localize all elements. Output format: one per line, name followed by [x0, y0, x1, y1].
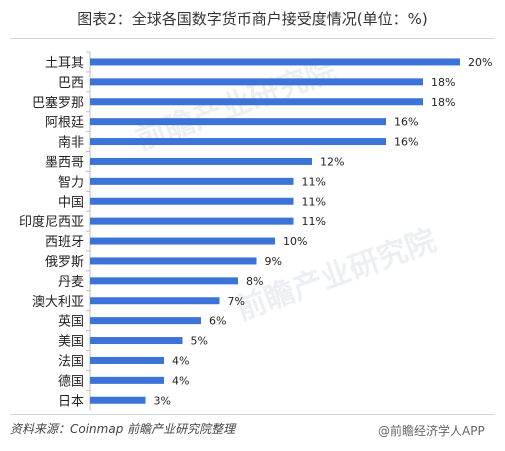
bar: [90, 396, 146, 404]
category-label: 澳大利亚: [32, 294, 84, 310]
bar: [90, 356, 164, 364]
category-label: 智力: [58, 175, 84, 190]
value-label: 4%: [172, 374, 189, 387]
title-divider: [10, 38, 495, 39]
bar: [90, 257, 257, 265]
category-label: 俄罗斯: [45, 255, 84, 270]
value-label: 8%: [246, 275, 263, 288]
bar: [90, 138, 386, 146]
category-label: 墨西哥: [45, 155, 84, 170]
value-label: 4%: [172, 354, 189, 367]
bar: [90, 58, 460, 66]
bar: [90, 217, 294, 225]
bar: [90, 157, 312, 165]
value-label: 10%: [283, 235, 307, 248]
category-label: 美国: [58, 335, 84, 350]
bar: [90, 277, 238, 285]
category-label: 巴塞罗那: [32, 95, 84, 111]
bar: [90, 337, 183, 345]
category-label: 土耳其: [45, 56, 84, 71]
category-label: 丹麦: [58, 275, 84, 290]
value-label: 16%: [394, 136, 418, 149]
bar: [90, 197, 294, 205]
category-label: 中国: [58, 195, 84, 210]
value-label: 9%: [265, 255, 282, 268]
bar: [90, 118, 386, 126]
footer-watermark: @前瞻经济学人APP: [378, 424, 485, 438]
category-label: 西班牙: [45, 235, 84, 250]
bar: [90, 297, 220, 305]
value-label: 12%: [320, 155, 344, 168]
value-label: 7%: [228, 295, 245, 308]
category-label: 巴西: [58, 76, 84, 91]
value-label: 11%: [302, 215, 326, 228]
bar: [90, 177, 294, 185]
value-label: 6%: [209, 315, 226, 328]
category-label: 法国: [58, 354, 84, 369]
value-label: 16%: [394, 116, 418, 129]
footer-divider: [10, 414, 495, 415]
bar: [90, 98, 423, 106]
category-label: 日本: [58, 394, 84, 409]
category-label: 英国: [58, 315, 84, 330]
value-label: 11%: [302, 175, 326, 188]
bar: [90, 376, 164, 384]
source-note: 资料来源：Coinmap 前瞻产业研究院整理: [10, 422, 236, 436]
value-label: 20%: [468, 56, 492, 69]
value-label: 3%: [154, 394, 171, 407]
bar: [90, 237, 275, 245]
chart-title: 图表2：全球各国数字货币商户接受度情况(单位：%): [77, 10, 428, 28]
bar: [90, 78, 423, 86]
value-label: 18%: [431, 96, 455, 109]
value-label: 5%: [191, 335, 208, 348]
category-label: 印度尼西亚: [19, 214, 84, 230]
value-label: 18%: [431, 76, 455, 89]
value-label: 11%: [302, 195, 326, 208]
category-label: 南非: [58, 135, 84, 151]
category-label: 德国: [58, 374, 84, 389]
bar: [90, 317, 201, 325]
category-label: 阿根廷: [45, 116, 84, 131]
